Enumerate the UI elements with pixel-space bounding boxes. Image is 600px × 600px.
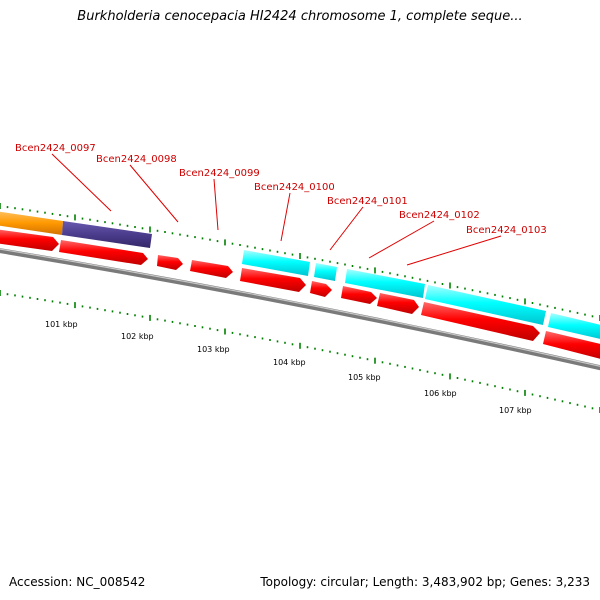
gene-arrow-0102a[interactable]: [341, 286, 377, 304]
kbp-label: 106 kbp: [424, 389, 457, 398]
kbp-label: 105 kbp: [348, 373, 381, 382]
gene-label[interactable]: Bcen2424_0101: [327, 196, 408, 207]
cds-feature-next[interactable]: [548, 313, 600, 340]
gene-label[interactable]: Bcen2424_0097: [15, 143, 96, 154]
label-leader-line: [213, 178, 219, 231]
kbp-label: 104 kbp: [273, 358, 306, 367]
map-title: Burkholderia cenocepacia HI2424 chromoso…: [77, 9, 523, 24]
orange-feature[interactable]: [0, 211, 63, 235]
kbp-label-group: 101 kbp 102 kbp 103 kbp 104 kbp 105 kbp …: [45, 320, 532, 415]
gene-arrow-next[interactable]: [543, 331, 600, 360]
gene-label[interactable]: Bcen2424_0099: [179, 168, 260, 179]
gene-label-group: Bcen2424_0097 Bcen2424_0098 Bcen2424_009…: [15, 143, 547, 266]
outer-tick-ruler: [0, 203, 600, 321]
cds-feature-0101[interactable]: [314, 263, 337, 281]
genome-summary-text: Topology: circular; Length: 3,483,902 bp…: [260, 575, 590, 589]
cds-feature-0102[interactable]: [345, 269, 425, 298]
gene-label[interactable]: Bcen2424_0102: [399, 210, 480, 221]
label-leader-line: [51, 153, 112, 212]
label-leader-line: [368, 220, 435, 259]
gene-arrow[interactable]: [0, 229, 59, 251]
kbp-label: 107 kbp: [499, 406, 532, 415]
gene-label[interactable]: Bcen2424_0103: [466, 225, 547, 236]
label-leader-line: [406, 235, 502, 266]
label-leader-line: [280, 192, 291, 242]
kbp-label: 102 kbp: [121, 332, 154, 341]
gene-arrow-0098[interactable]: [157, 255, 183, 270]
gene-label[interactable]: Bcen2424_0100: [254, 182, 335, 193]
kbp-label: 101 kbp: [45, 320, 78, 329]
chromosome-backbone-highlight: [0, 248, 600, 367]
gene-label[interactable]: Bcen2424_0098: [96, 154, 177, 165]
accession-text: Accession: NC_008542: [9, 575, 146, 589]
label-leader-line: [329, 206, 364, 251]
kbp-label: 103 kbp: [197, 345, 230, 354]
gene-arrow-0097[interactable]: [59, 240, 148, 265]
inner-tick-ruler: [0, 290, 600, 413]
purple-feature[interactable]: [62, 221, 152, 248]
gene-arrow-0101[interactable]: [310, 281, 332, 297]
gene-arrow-0102b[interactable]: [377, 293, 419, 314]
label-leader-line: [129, 164, 179, 223]
gene-arrow-0099[interactable]: [190, 260, 233, 278]
cds-feature-0100[interactable]: [242, 250, 310, 276]
gene-arrow-0100[interactable]: [240, 268, 306, 292]
cds-feature-0103[interactable]: [425, 285, 546, 325]
chromosome-backbone: [0, 248, 600, 371]
gene-arrow-0103[interactable]: [421, 302, 540, 341]
